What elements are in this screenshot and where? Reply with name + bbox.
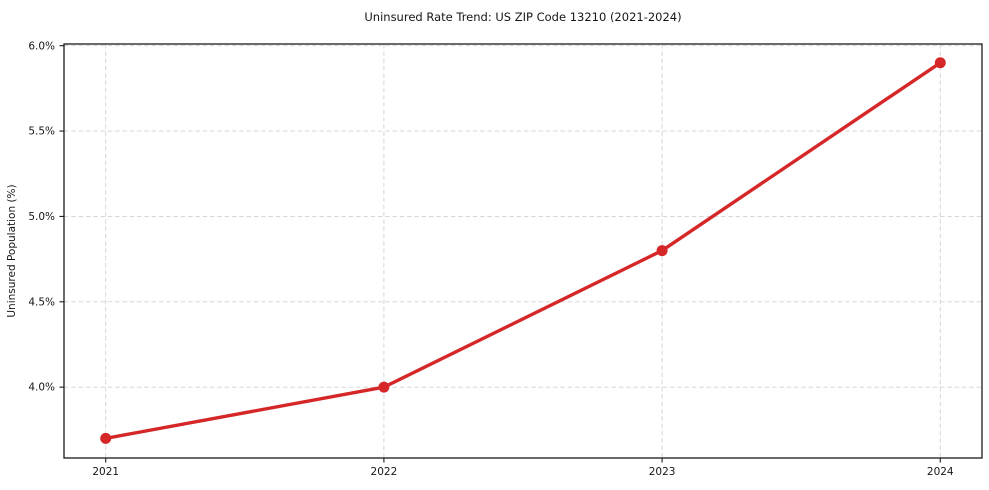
data-point <box>934 57 946 69</box>
y-tick-label: 4.5% <box>28 296 55 308</box>
x-tick-label: 2024 <box>927 466 954 478</box>
y-tick-label: 5.5% <box>28 126 55 138</box>
y-tick-label: 6.0% <box>28 40 55 52</box>
x-tick-label: 2023 <box>649 466 676 478</box>
chart-title: Uninsured Rate Trend: US ZIP Code 13210 … <box>364 10 681 24</box>
plot-border <box>63 43 983 459</box>
data-point <box>378 381 390 393</box>
series-layer <box>100 57 946 444</box>
y-tick-label: 4.0% <box>28 382 55 394</box>
y-axis-label: Uninsured Population (%) <box>6 184 18 317</box>
x-tick-label: 2022 <box>371 466 398 478</box>
data-point <box>100 432 112 444</box>
trend-line <box>104 61 942 441</box>
x-tick-label: 2021 <box>92 466 119 478</box>
grid-layer <box>64 44 982 458</box>
y-tick-label: 5.0% <box>28 211 55 223</box>
data-point <box>656 245 668 257</box>
axes-layer: 4.0% 4.5% 5.0% 5.5% 6.0% 2021 2022 2023 2024 <box>28 40 983 478</box>
